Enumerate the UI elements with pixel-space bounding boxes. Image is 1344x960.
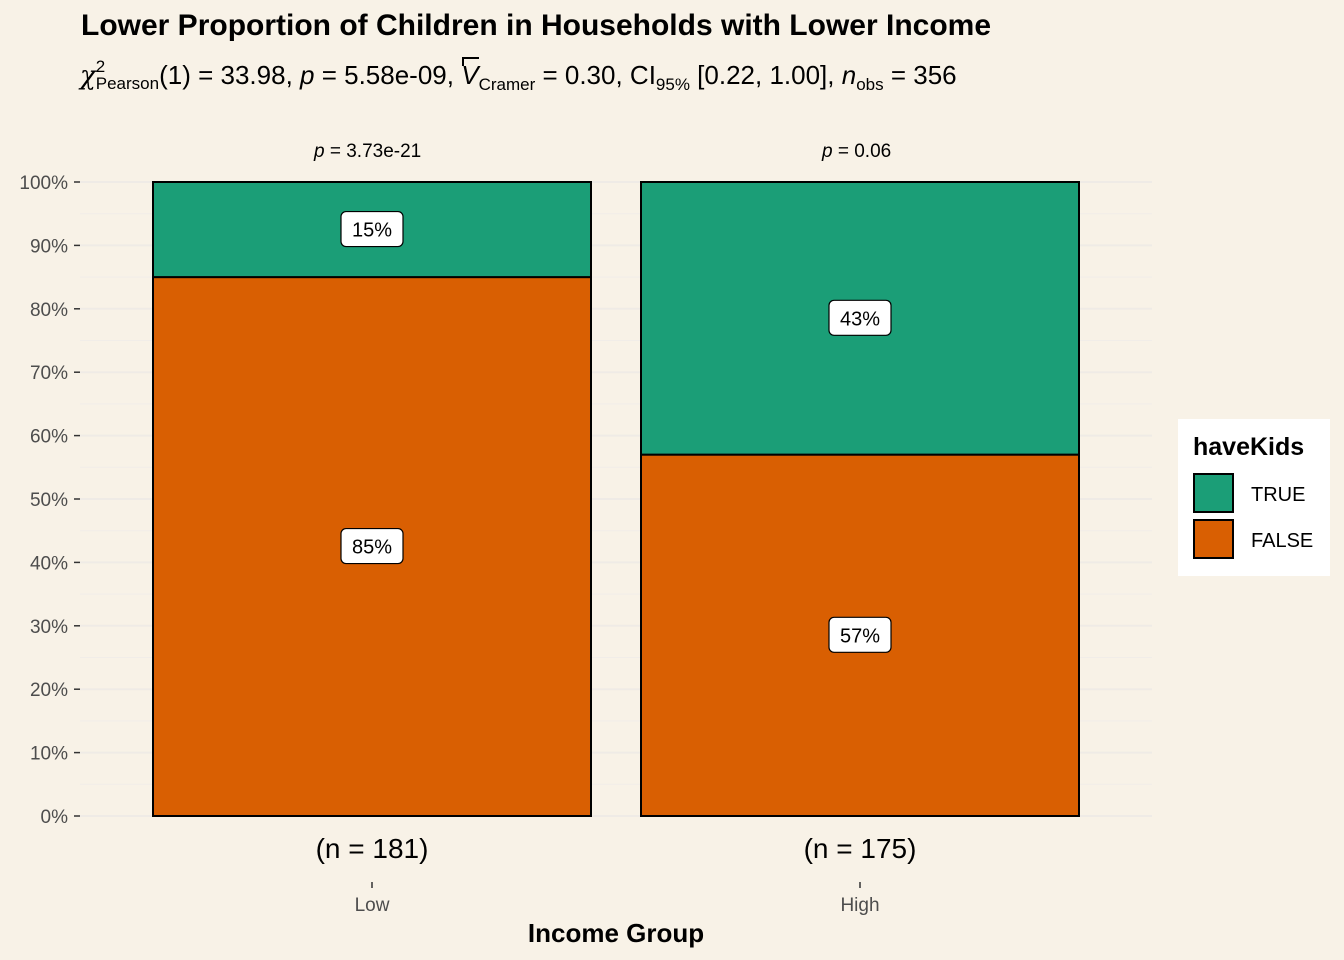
p-label: p — [300, 60, 315, 90]
y-tick-label: 40% — [30, 553, 68, 574]
y-tick-label: 70% — [30, 363, 68, 384]
legend: haveKids TRUE FALSE — [1178, 419, 1330, 576]
v-value: = 0.30, CI — [535, 60, 656, 90]
v-sub: Cramer — [478, 75, 536, 95]
y-tick-label: 80% — [30, 300, 68, 321]
p-value-low: p = 3.73e-21 — [313, 141, 421, 162]
x-axis-title: Income Group — [528, 918, 704, 948]
x-tick-label-low: Low — [355, 895, 390, 916]
v-label: V — [461, 60, 479, 90]
data-label-box — [828, 299, 892, 336]
legend-key-false — [1193, 519, 1234, 559]
data-label-false-high: 57% — [840, 625, 880, 647]
y-tick-label: 50% — [30, 490, 68, 511]
x-tick-label-high: High — [840, 895, 879, 916]
y-tick-label: 0% — [41, 807, 69, 828]
n-value: = 356 — [883, 60, 957, 90]
df-stat: (1) = 33.98, — [159, 60, 301, 90]
y-tick-label: 30% — [30, 617, 68, 638]
chi-symbol: χ — [80, 61, 96, 91]
y-tick-label: 10% — [30, 744, 68, 765]
data-label-box — [340, 527, 404, 565]
y-tick-label: 20% — [30, 680, 68, 701]
legend-title: haveKids — [1193, 433, 1305, 461]
count-label-high: (n = 175) — [804, 833, 917, 864]
chart-subtitle: χ 2 Pearson (1) = 33.98, p = 5.58e-09, VCra… — [80, 57, 957, 95]
legend-key-true — [1193, 473, 1234, 513]
data-label-true-high: 43% — [840, 308, 880, 330]
count-label-low: (n = 181) — [316, 833, 429, 864]
data-label-box — [340, 210, 404, 248]
y-tick-label: 90% — [30, 236, 68, 257]
chi-sub: Pearson — [95, 74, 160, 94]
chi-sup: 2 — [95, 57, 106, 77]
ci-sub: 95% — [655, 75, 690, 95]
n-label: n — [841, 60, 857, 90]
y-tick-label: 100% — [19, 173, 68, 194]
ci-value: [0.22, 1.00], — [689, 60, 842, 90]
data-label-true-low: 15% — [352, 220, 392, 242]
p-value-high: p = 0.06 — [821, 141, 891, 162]
data-label-false-low: 85% — [352, 537, 392, 559]
data-label-box — [828, 616, 892, 653]
n-sub: obs — [856, 75, 884, 95]
legend-label-true: TRUE — [1251, 484, 1306, 506]
p-value: = 5.58e-09, — [314, 60, 462, 90]
legend-label-false: FALSE — [1251, 530, 1314, 552]
chart-title: Lower Proportion of Children in Househol… — [81, 9, 992, 42]
y-tick-label: 60% — [30, 427, 68, 448]
